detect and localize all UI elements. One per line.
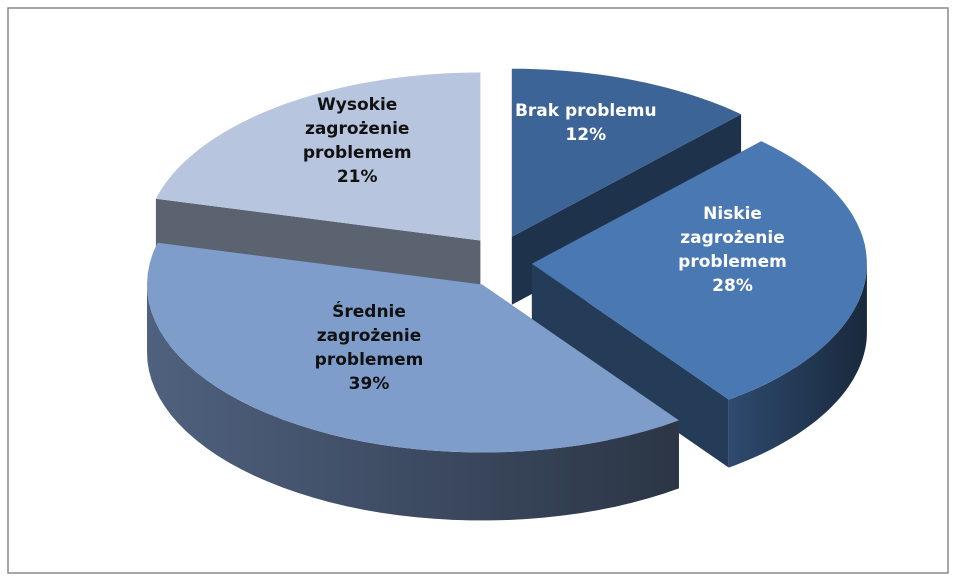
slice-value-label: 21% xyxy=(336,166,378,187)
slice-cut-face xyxy=(531,263,729,468)
pie-slice xyxy=(147,242,679,453)
slice-label: Wysokie zagrożenie problemem xyxy=(302,94,412,163)
slice xyxy=(531,141,867,468)
pie-slice xyxy=(155,72,481,241)
slice-label: Niskie zagrożenie problemem xyxy=(678,204,787,273)
slice-value-label: 12% xyxy=(565,124,607,145)
slice-label: Brak problemu xyxy=(514,100,657,121)
slice xyxy=(147,242,679,521)
pie-slice xyxy=(511,68,742,237)
slice-value-label: 39% xyxy=(348,373,390,394)
slice-side-shade xyxy=(728,263,867,468)
slice-side-shade xyxy=(147,284,679,521)
pie-slice xyxy=(531,141,867,400)
slice-value-label: 28% xyxy=(712,276,753,297)
slice-label: Średnie zagrożenie problemem xyxy=(314,301,424,370)
